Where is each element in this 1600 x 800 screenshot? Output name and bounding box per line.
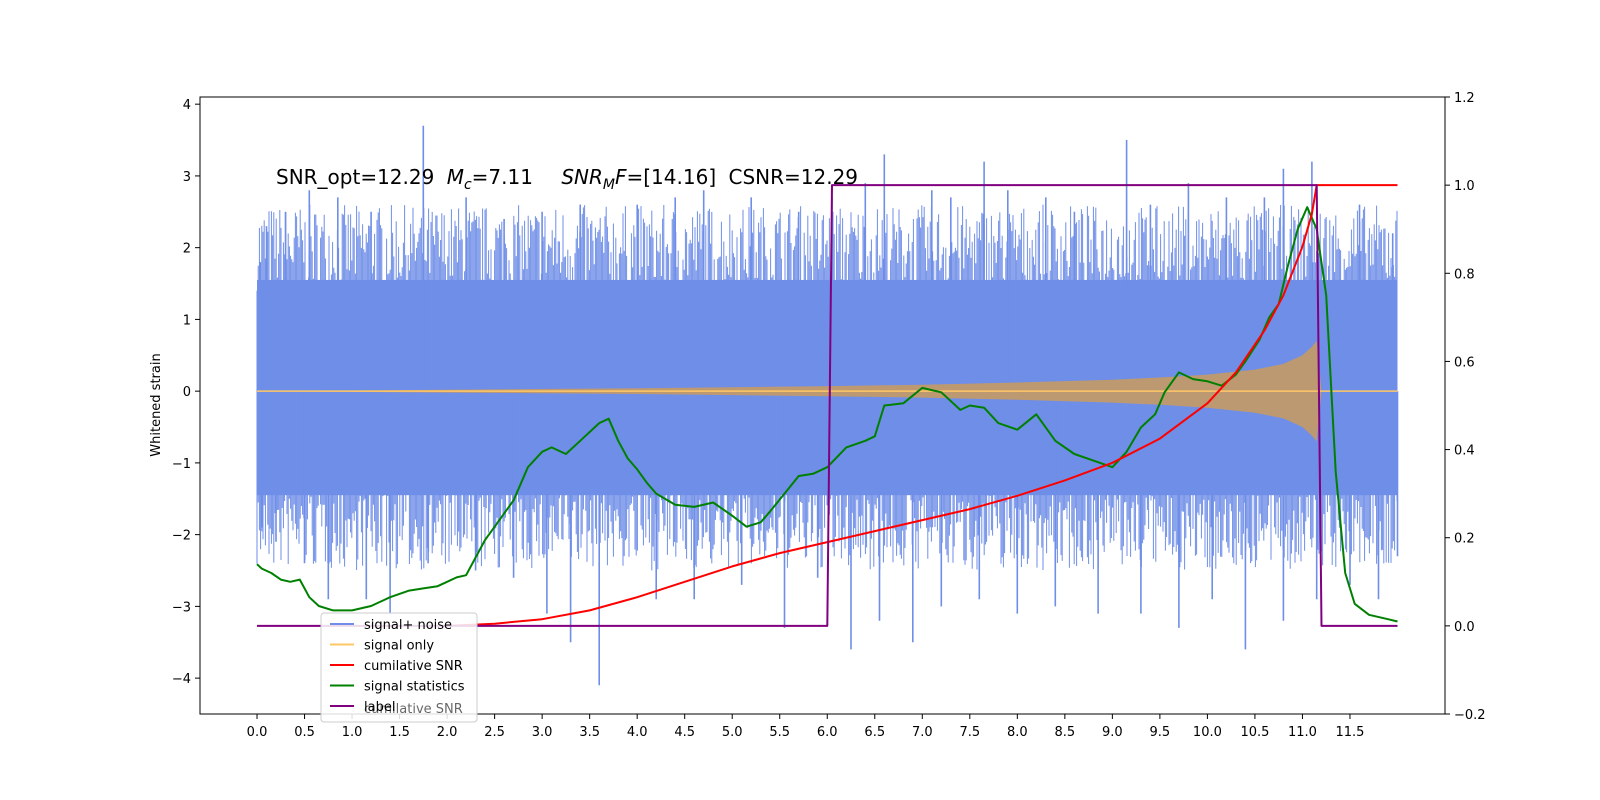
x-tick-label: 10.5 [1240, 725, 1269, 740]
x-tick-label: 9.0 [1102, 725, 1123, 740]
annotation: SNR_opt=12.29 Mc=7.11 SNRMF=[14.16] CSNR… [276, 165, 858, 193]
y-axis-label: Whitened strain [149, 353, 164, 456]
y-tick-label: −2 [172, 529, 191, 544]
x-tick-label: 8.5 [1055, 725, 1076, 740]
legend-label: signal only [364, 639, 434, 654]
y2-tick-label: −0.2 [1454, 708, 1486, 723]
legend-label: cumilative SNR [364, 659, 463, 674]
x-tick-label: 0.0 [247, 725, 268, 740]
annotation-mc-value: =7.11 [472, 165, 533, 189]
legend-label: signal statistics [364, 680, 465, 695]
y-tick-label: −4 [172, 672, 191, 687]
legend-box [320, 612, 478, 723]
y-axis-left: −4 −3 −2 −1 0 1 2 3 4 [172, 98, 200, 687]
x-tick-label: 11.5 [1335, 725, 1364, 740]
x-tick-label: 8.0 [1007, 725, 1028, 740]
y-tick-label: −1 [172, 457, 191, 472]
y2-tick-label: 1.0 [1454, 179, 1475, 194]
x-tick-label: 7.5 [959, 725, 980, 740]
x-tick-label: 6.0 [817, 725, 838, 740]
legend-ghost-text: cumilative SNR [364, 702, 463, 717]
y2-tick-label: 0.8 [1454, 267, 1475, 282]
y2-tick-label: 0.4 [1454, 444, 1475, 459]
y-axis-right: −0.2 0.0 0.2 0.4 0.6 0.8 1.0 1.2 [1445, 91, 1486, 723]
x-tick-label: 7.0 [912, 725, 933, 740]
x-tick-label: 1.0 [342, 725, 363, 740]
y-tick-label: 3 [183, 170, 191, 185]
plot-frame [199, 96, 1446, 715]
x-tick-label: 0.5 [294, 725, 315, 740]
legend: cumilative SNR signal+ noise signal only c… [320, 612, 478, 723]
annotation-snr-mf-value: =[14.16] [627, 165, 717, 189]
x-tick-label: 6.5 [864, 725, 885, 740]
annotation-mc-sub: c [464, 177, 472, 193]
x-tick-label: 2.5 [484, 725, 505, 740]
legend-label: label [364, 700, 395, 715]
x-tick-label: 9.5 [1150, 725, 1171, 740]
x-tick-label: 10.0 [1193, 725, 1222, 740]
x-tick-label: 4.5 [674, 725, 695, 740]
x-tick-label: 3.0 [532, 725, 553, 740]
y-tick-label: 4 [183, 98, 191, 113]
annotation-snr-mf-symbol: SNR [561, 165, 603, 189]
legend-label: signal+ noise [364, 618, 452, 633]
y-tick-label: 2 [183, 242, 191, 257]
series-layer [256, 125, 1399, 686]
y2-tick-label: 1.2 [1454, 91, 1475, 106]
y2-tick-label: 0.2 [1454, 532, 1475, 547]
x-tick-label: 4.0 [627, 725, 648, 740]
annotation-snr-mf-sub: M [603, 177, 615, 193]
annotation-snr-mf-f: F [615, 165, 627, 189]
x-tick-label: 3.5 [579, 725, 600, 740]
annotation-snr-opt: SNR_opt=12.29 [276, 165, 434, 189]
annotation-mc-symbol: M [447, 165, 464, 189]
series-cumulative-snr [447, 184, 1398, 627]
y2-tick-label: 0.0 [1454, 620, 1475, 635]
x-tick-label: 2.0 [437, 725, 458, 740]
y2-tick-label: 0.6 [1454, 355, 1475, 370]
y-tick-label: 0 [183, 385, 191, 400]
x-tick-label: 1.5 [389, 725, 410, 740]
x-tick-label: 5.5 [769, 725, 790, 740]
y-tick-label: −3 [172, 600, 191, 615]
annotation-csnr: CSNR=12.29 [728, 165, 858, 189]
x-tick-label: 5.0 [722, 725, 743, 740]
x-tick-label: 11.0 [1288, 725, 1317, 740]
noise-spikes [259, 125, 1399, 686]
series-signal-statistics [256, 206, 1398, 623]
series-label [257, 184, 1398, 627]
legend-items: signal+ noise signal only cumilative SNR si… [330, 618, 465, 715]
y-tick-label: 1 [183, 313, 191, 328]
